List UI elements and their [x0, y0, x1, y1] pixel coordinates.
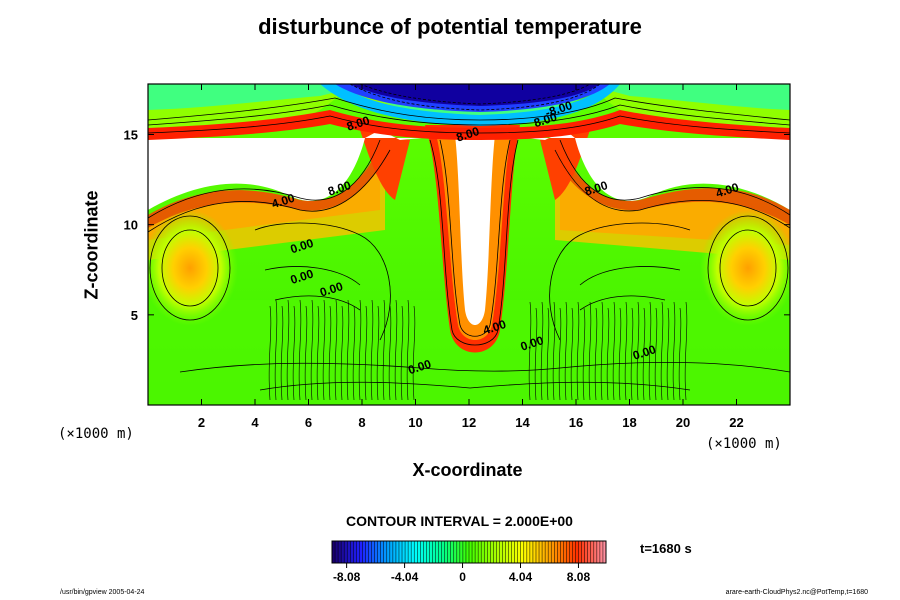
x-tick-label: 14: [515, 415, 530, 430]
y-axis-label: Z-coordinate: [81, 190, 102, 300]
x-axis: 2 4 6 8 10 12 14 16 18 20 22: [198, 84, 744, 430]
masked-region-left: [148, 138, 365, 210]
contour-label: 4.00: [714, 180, 741, 201]
x-tick-label: 4: [251, 415, 259, 430]
masked-region-right: [575, 138, 790, 210]
x-tick-label: 16: [569, 415, 583, 430]
z-axis-unit: (×1000 m): [58, 426, 134, 442]
x-tick-label: 8: [358, 415, 365, 430]
masked-region-center: [455, 135, 495, 325]
x-tick-label: 20: [676, 415, 690, 430]
contour-label: 8.00: [345, 113, 372, 134]
contour-label: 8.00: [454, 124, 481, 145]
contour-label: 0.00: [519, 333, 546, 354]
contour-label: 4.00: [270, 191, 297, 212]
contour-striations: [268, 299, 688, 401]
contour-label: 0.00: [631, 342, 658, 363]
contour-label: 8.00: [583, 178, 610, 199]
contour-label: 0.00: [289, 266, 316, 287]
footer-source: arare-earth-CloudPhys2.nc@PotTemp,t=1680: [725, 589, 868, 596]
chart-title: disturbunce of potential temperature: [258, 14, 642, 39]
contour-lines: [148, 84, 790, 391]
contour-label: 4.00: [481, 317, 508, 338]
x-tick-label: 18: [622, 415, 636, 430]
contour-label: 0.00: [406, 357, 433, 378]
x-tick-label: 10: [408, 415, 422, 430]
contour-label: 8.00: [532, 110, 559, 131]
x-axis-unit: (×1000 m): [706, 436, 782, 452]
footer-command: /usr/bin/gpview 2005-04-24: [60, 589, 145, 596]
y-tick-label: 10: [124, 218, 138, 233]
warm-blob-right: [700, 210, 790, 326]
y-tick-label: 15: [124, 127, 138, 142]
contour-label: 0.00: [289, 236, 316, 257]
contour-label: 8.00: [326, 178, 353, 199]
warm-blob-left: [148, 210, 238, 326]
y-tick-label: 5: [131, 308, 138, 323]
x-tick-label: 22: [729, 415, 743, 430]
x-axis-label: X-coordinate: [412, 460, 523, 480]
x-tick-label: 6: [305, 415, 312, 430]
field-fill: [148, 84, 790, 405]
contour-interval-label: CONTOUR INTERVAL = 2.000E+00: [346, 513, 573, 529]
contour-label: 0.00: [318, 279, 345, 300]
x-tick-label: 12: [462, 415, 476, 430]
contour-labels: 8.008.008.00-8.008.004.008.00 4.000.000.0…: [270, 98, 741, 378]
x-tick-label: 2: [198, 415, 205, 430]
time-label: t=1680 s: [640, 541, 692, 556]
y-axis: 5 10 15: [124, 127, 790, 323]
